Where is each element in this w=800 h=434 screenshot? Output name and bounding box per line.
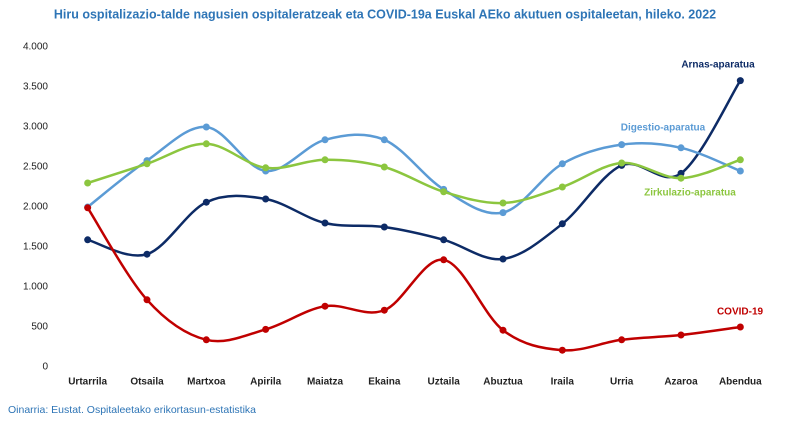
y-tick-label: 2.000 (23, 202, 48, 213)
data-point (677, 174, 685, 182)
data-point (202, 123, 210, 131)
data-point (736, 323, 744, 331)
data-point (499, 209, 507, 217)
y-tick-label: 1.000 (23, 282, 48, 293)
data-point (262, 164, 270, 172)
data-point (380, 136, 388, 144)
data-point (321, 136, 329, 144)
data-point (380, 306, 388, 314)
x-tick-label: Urria (610, 377, 634, 388)
data-point (202, 198, 210, 206)
series-line (86, 125, 741, 215)
x-tick-label: Urtarrila (68, 377, 107, 388)
data-point (499, 326, 507, 334)
data-point (499, 255, 507, 263)
data-point (736, 167, 744, 175)
series-label: Zirkulazio-aparatua (644, 188, 736, 199)
data-point (618, 159, 626, 167)
data-point (202, 336, 210, 344)
data-point (677, 169, 685, 177)
data-point (499, 199, 507, 207)
data-point (84, 179, 92, 187)
y-tick-label: 2.500 (23, 162, 48, 173)
data-point (736, 156, 744, 164)
y-tick-label: 1.500 (23, 242, 48, 253)
data-point (143, 296, 151, 304)
series-line (87, 79, 742, 261)
data-point (677, 331, 685, 339)
data-point (84, 204, 92, 212)
data-point (618, 336, 626, 344)
data-point (558, 183, 566, 191)
data-point (321, 219, 329, 227)
x-tick-label: Apirila (250, 377, 282, 388)
series-line (86, 207, 741, 352)
x-tick-label: Iraila (551, 377, 575, 388)
chart-title: Hiru ospitalizazio-talde nagusien ospita… (54, 7, 716, 21)
series-label: COVID-19 (717, 307, 764, 318)
data-point (440, 188, 448, 196)
data-point (380, 163, 388, 171)
y-tick-label: 4.000 (23, 42, 48, 53)
x-tick-label: Abendua (719, 377, 762, 388)
source-note: Oinarria: Eustat. Ospitaleetako erikorta… (8, 404, 256, 416)
data-point (558, 220, 566, 228)
data-point (262, 325, 270, 333)
x-tick-label: Uztaila (428, 377, 461, 388)
data-point (677, 144, 685, 152)
series-line (87, 142, 741, 205)
data-point (84, 236, 92, 244)
x-tick-label: Otsaila (130, 377, 164, 388)
data-point (143, 160, 151, 168)
y-tick-label: 500 (31, 322, 48, 333)
series-label: Arnas-aparatua (681, 60, 755, 71)
data-point (440, 236, 448, 244)
data-point (321, 302, 329, 310)
x-tick-label: Azaroa (664, 377, 698, 388)
data-point (558, 346, 566, 354)
data-point (558, 160, 566, 168)
data-point (440, 256, 448, 264)
y-tick-label: 0 (42, 362, 48, 373)
x-tick-label: Maiatza (307, 377, 344, 388)
data-point (618, 141, 626, 149)
data-point (202, 140, 210, 148)
x-tick-label: Abuztua (483, 377, 523, 388)
data-point (736, 77, 744, 85)
data-point (143, 250, 151, 258)
data-point (380, 223, 388, 231)
data-point (321, 156, 329, 164)
x-tick-label: Ekaina (368, 377, 401, 388)
series-label: Digestio-aparatua (621, 123, 706, 134)
y-tick-label: 3.500 (23, 82, 48, 93)
data-point (262, 195, 270, 203)
x-tick-label: Martxoa (187, 377, 226, 388)
y-tick-label: 3.000 (23, 122, 48, 133)
